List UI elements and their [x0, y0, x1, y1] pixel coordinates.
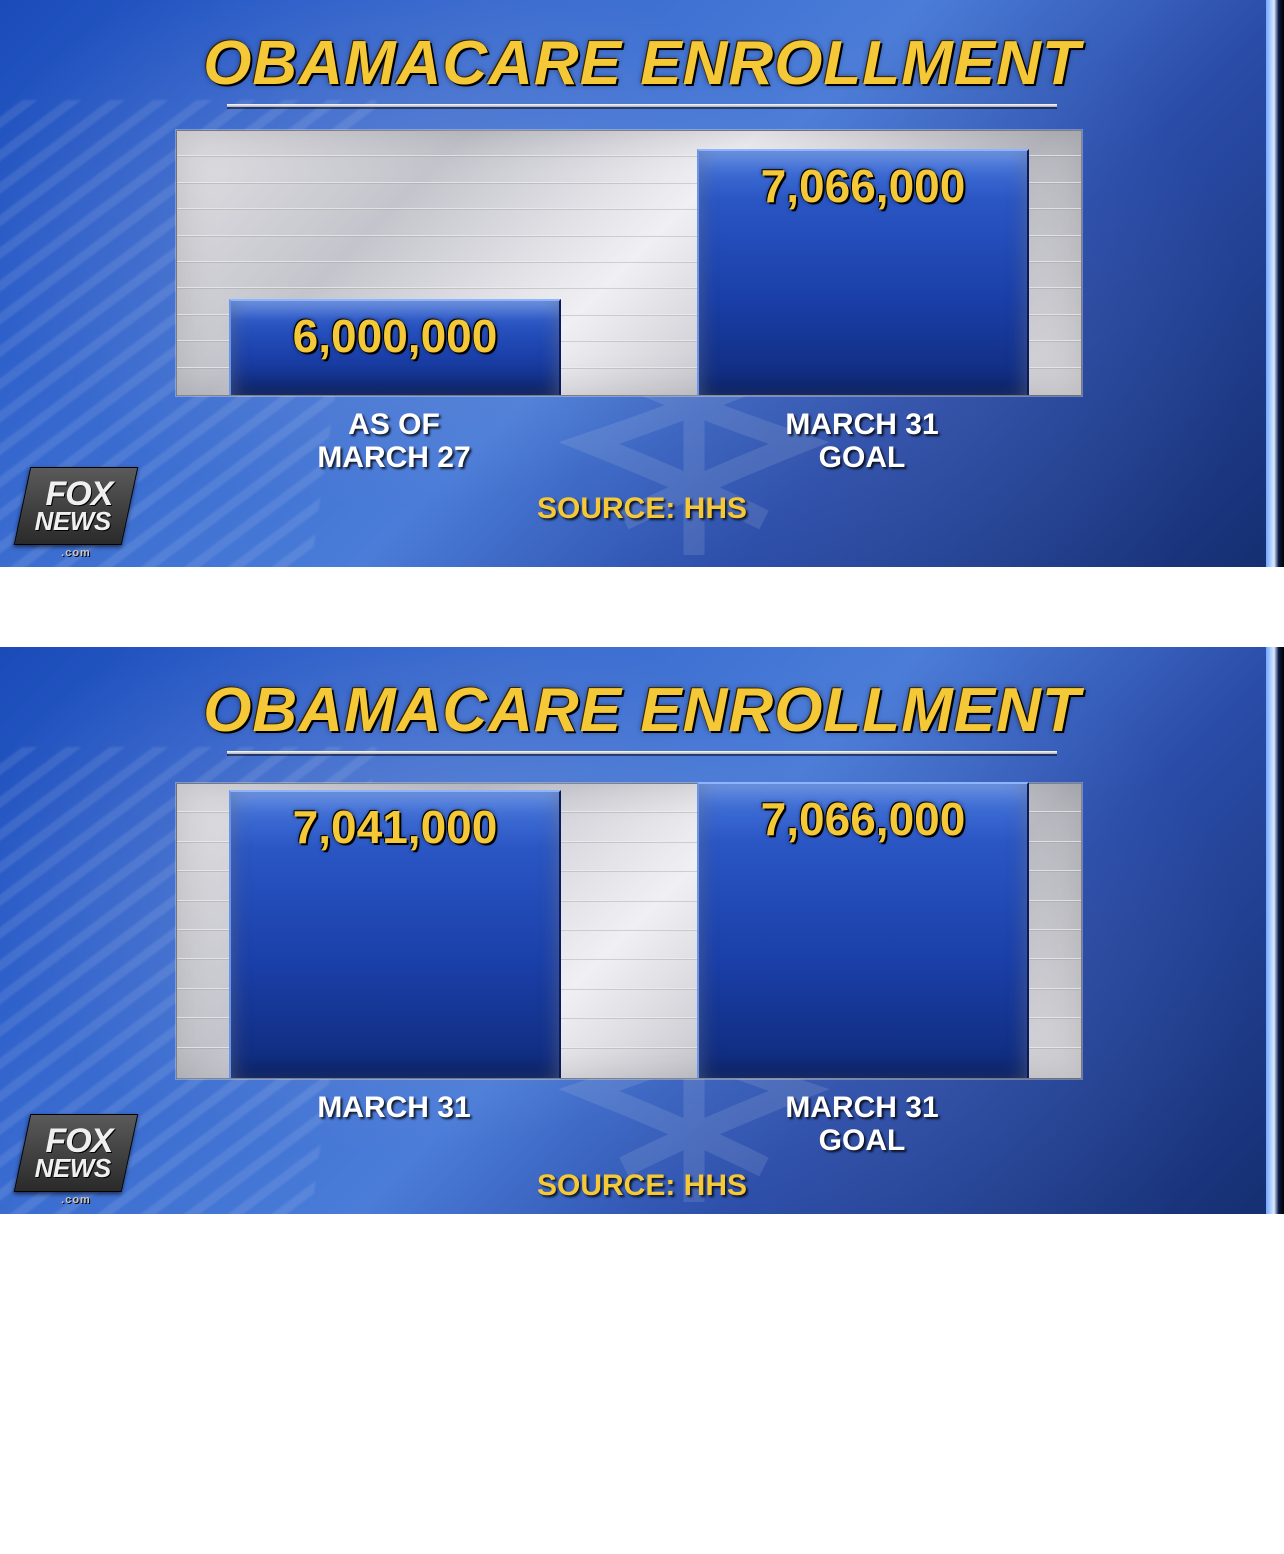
- bar-march-31: 7,041,000: [229, 790, 561, 1078]
- bar-march-31-goal: 7,066,000: [697, 149, 1029, 395]
- chart-title: OBAMACARE ENROLLMENT: [0, 28, 1284, 99]
- chart-plot-area: 6,000,000 7,066,000: [176, 130, 1082, 396]
- logo-line1: FOX: [45, 479, 112, 510]
- logo-line2: NEWS: [35, 1157, 111, 1180]
- axis-label-march-31-goal: MARCH 31GOAL: [696, 1091, 1028, 1157]
- title-underline: [227, 751, 1057, 754]
- axis-label-as-of-march-27: AS OFMARCH 27: [228, 408, 560, 474]
- chart-panel-1: OBAMACARE ENROLLMENT 6,000,000 7,066,000…: [0, 0, 1284, 567]
- chart-plot-area: 7,041,000 7,066,000: [176, 783, 1082, 1079]
- axis-label-march-31: MARCH 31: [228, 1091, 560, 1124]
- bar-march-31-goal: 7,066,000: [697, 782, 1029, 1078]
- chart-title: OBAMACARE ENROLLMENT: [0, 675, 1284, 746]
- bar-value: 6,000,000: [231, 309, 559, 363]
- logo-line2: NEWS: [35, 510, 111, 533]
- bar-value: 7,041,000: [231, 800, 559, 854]
- fox-news-logo: FOX NEWS .com: [22, 467, 130, 557]
- source-label: SOURCE: HHS: [0, 1169, 1284, 1203]
- bar-value: 7,066,000: [699, 792, 1027, 846]
- source-label: SOURCE: HHS: [0, 492, 1284, 526]
- logo-line1: FOX: [45, 1126, 112, 1157]
- panel-gap: [0, 567, 1284, 647]
- bar-as-of-march-27: 6,000,000: [229, 299, 561, 395]
- title-underline: [227, 104, 1057, 107]
- logo-sub: .com: [22, 1194, 130, 1206]
- chart-panel-2: OBAMACARE ENROLLMENT 7,041,000 7,066,000…: [0, 647, 1284, 1214]
- logo-sub: .com: [22, 547, 130, 559]
- axis-label-march-31-goal: MARCH 31GOAL: [696, 408, 1028, 474]
- bar-value: 7,066,000: [699, 159, 1027, 213]
- fox-news-logo: FOX NEWS .com: [22, 1114, 130, 1204]
